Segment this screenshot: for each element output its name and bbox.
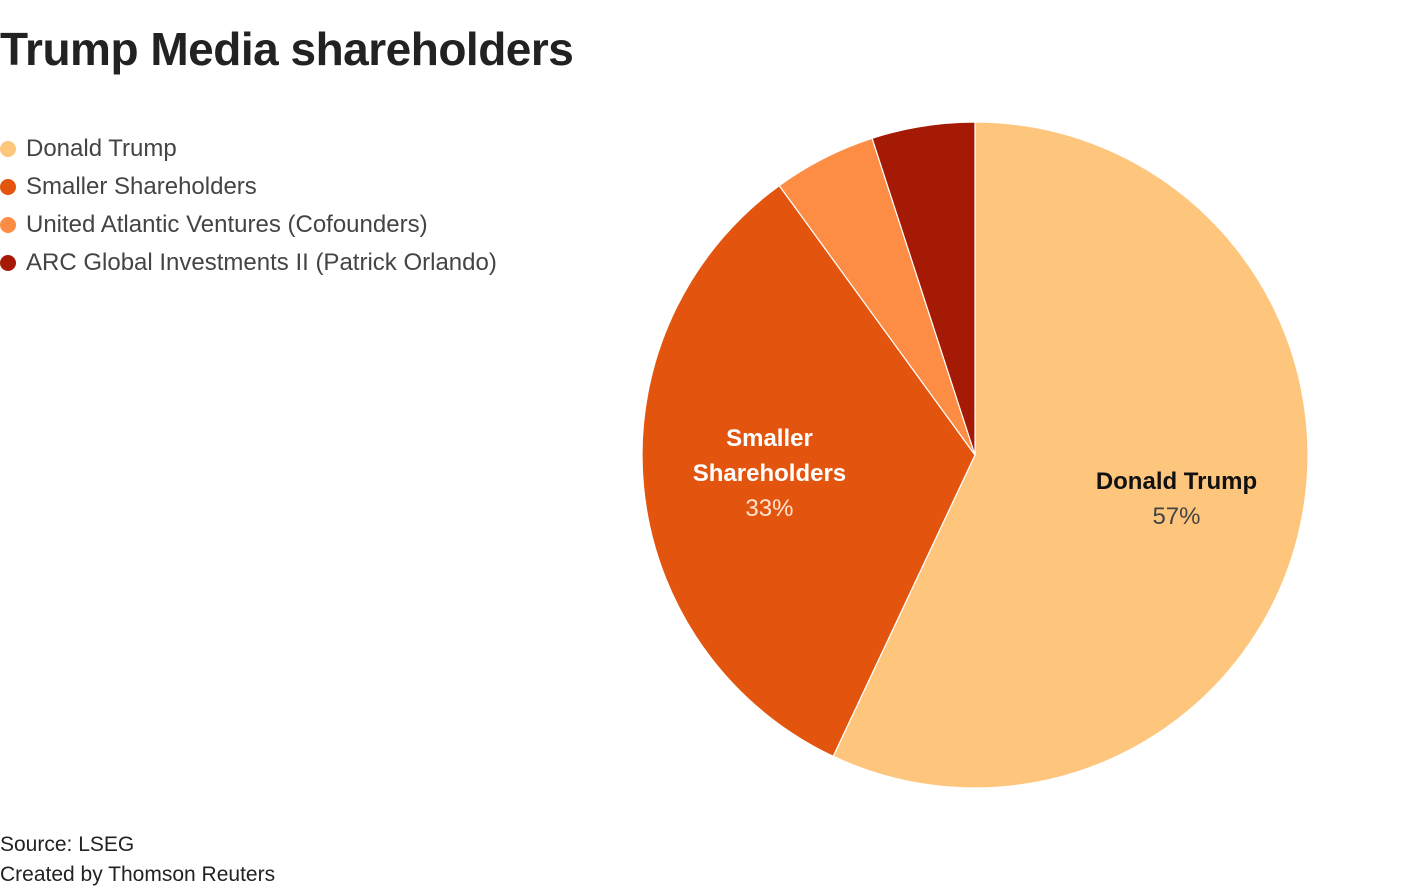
pie-labels: Donald Trump 57% Smaller Shareholders 33% <box>693 425 1257 530</box>
pie-slice-donald-trump <box>832 121 1309 789</box>
slice-label-donald-trump-name-0: Donald Trump <box>1096 468 1257 495</box>
legend-label-smaller-shareholders: Smaller Shareholders <box>26 173 257 200</box>
chart-title: Trump Media shareholders <box>0 23 574 75</box>
footer: Source: LSEG Created by Thomson Reuters <box>0 830 275 890</box>
pie-slices <box>641 121 1309 789</box>
legend-item-arc-global-investments: ARC Global Investments II (Patrick Orlan… <box>0 244 497 282</box>
legend-label-donald-trump: Donald Trump <box>26 135 177 162</box>
slice-label-smaller-shareholders-name-0: Smaller <box>726 425 813 452</box>
pie-slice-arc-global-investments-ii <box>871 121 976 456</box>
slice-label-donald-trump-value: 57% <box>1152 503 1200 530</box>
legend-item-donald-trump: Donald Trump <box>0 130 497 168</box>
legend-swatch-donald-trump <box>0 141 16 157</box>
legend-swatch-smaller-shareholders <box>0 179 16 195</box>
source-note: Source: LSEG <box>0 833 135 856</box>
slice-label-smaller-shareholders-value: 33% <box>745 495 793 522</box>
legend: Donald Trump Smaller Shareholders United… <box>0 130 497 282</box>
legend-swatch-arc-global-investments <box>0 255 16 271</box>
legend-label-arc-global-investments: ARC Global Investments II (Patrick Orlan… <box>26 249 497 276</box>
pie-slice-smaller-shareholders <box>641 184 976 758</box>
legend-item-smaller-shareholders: Smaller Shareholders <box>0 168 497 206</box>
legend-item-united-atlantic-ventures: United Atlantic Ventures (Cofounders) <box>0 206 497 244</box>
legend-label-united-atlantic-ventures: United Atlantic Ventures (Cofounders) <box>26 211 428 238</box>
slice-label-smaller-shareholders-name-1: Shareholders <box>693 460 846 487</box>
legend-swatch-united-atlantic-ventures <box>0 217 16 233</box>
credit-note: Created by Thomson Reuters <box>0 863 276 886</box>
